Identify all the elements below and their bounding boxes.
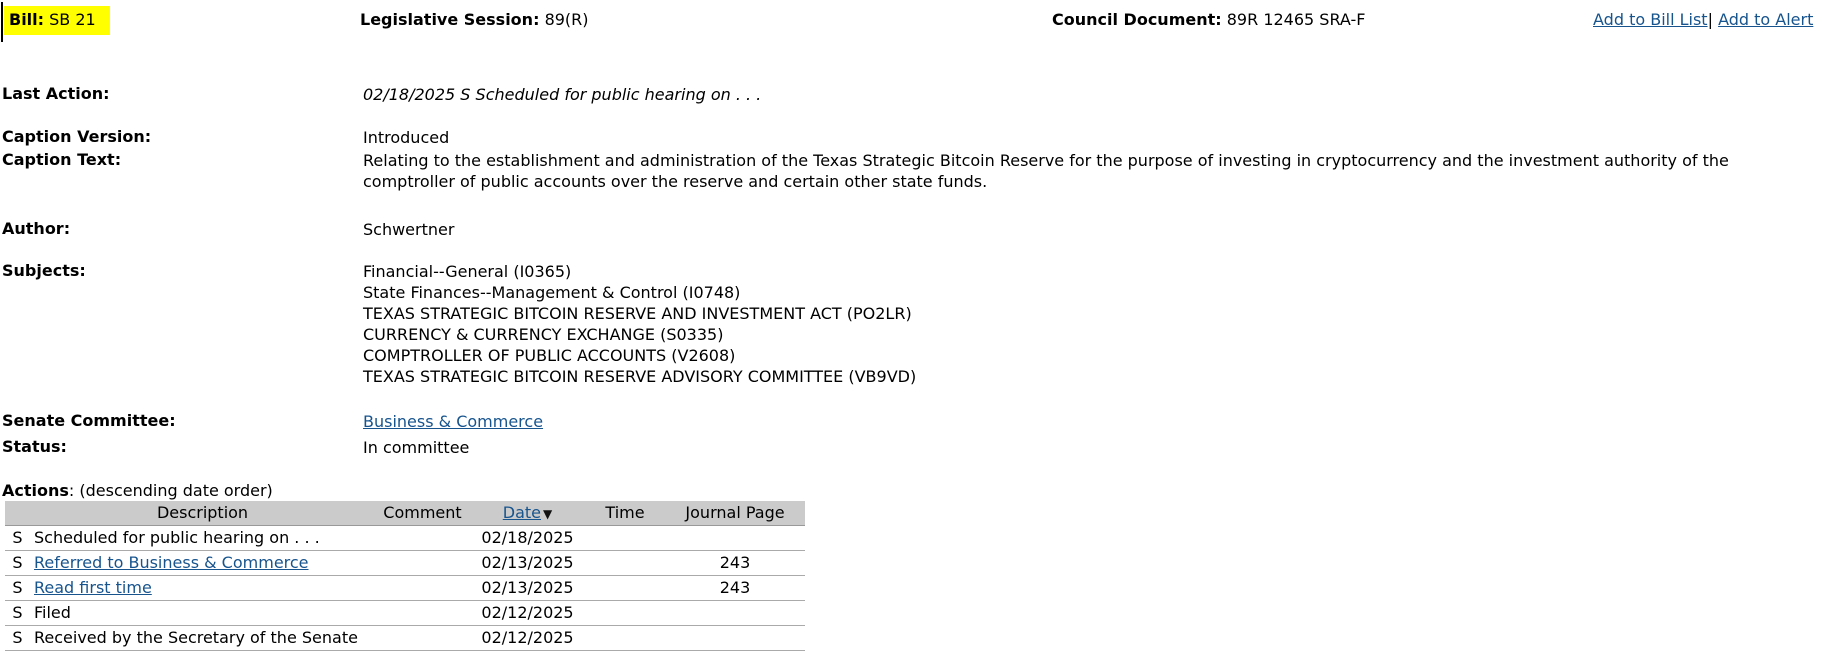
action-description-link[interactable]: Referred to Business & Commerce	[34, 553, 309, 572]
sort-descending-icon[interactable]: ▼	[543, 507, 553, 522]
date-cell: 02/12/2025	[470, 600, 585, 626]
status-label: Status:	[2, 437, 67, 456]
text-caret	[1, 2, 3, 42]
caption-version-label: Caption Version:	[2, 127, 152, 146]
time-cell	[585, 600, 665, 626]
journal-page-cell: 243	[665, 550, 805, 576]
table-row: S Read first time 02/13/2025 243	[5, 575, 805, 601]
journal-page-column-header: Journal Page	[665, 501, 805, 526]
subject-item: CURRENCY & CURRENCY EXCHANGE (S0335)	[363, 325, 724, 344]
journal-page-cell	[665, 525, 805, 551]
action-description-link[interactable]: Read first time	[34, 578, 152, 597]
subject-item: TEXAS STRATEGIC BITCOIN RESERVE ADVISORY…	[363, 367, 917, 386]
council-document-label: Council Document:	[1052, 10, 1222, 29]
description-cell: Referred to Business & Commerce	[30, 550, 375, 576]
bill-label: Bill:	[9, 10, 45, 29]
author-value: Schwertner	[363, 220, 455, 239]
add-to-bill-list-link[interactable]: Add to Bill List	[1593, 10, 1708, 29]
date-column-header: Date ▼	[470, 501, 585, 526]
actions-heading: Actions: (descending date order)	[2, 481, 273, 500]
subjects-list: Financial--General (I0365) State Finance…	[363, 261, 1802, 387]
comment-cell	[375, 525, 470, 551]
subject-item: TEXAS STRATEGIC BITCOIN RESERVE AND INVE…	[363, 304, 912, 323]
caption-text-label: Caption Text:	[2, 150, 122, 169]
caption-version-value: Introduced	[363, 128, 450, 147]
description-cell: Read first time	[30, 575, 375, 601]
date-cell: 02/12/2025	[470, 625, 585, 651]
actions-header-row: Description Comment Date ▼ Time Journal P…	[5, 501, 805, 526]
chamber-cell: S	[5, 550, 30, 576]
chamber-cell: S	[5, 575, 30, 601]
chamber-cell: S	[5, 600, 30, 626]
date-cell: 02/18/2025	[470, 525, 585, 551]
comment-cell	[375, 600, 470, 626]
top-links: Add to Bill List| Add to Alert	[1593, 10, 1813, 29]
comment-cell	[375, 575, 470, 601]
comment-column-header: Comment	[375, 501, 470, 526]
council-document: Council Document: 89R 12465 SRA-F	[1052, 10, 1366, 29]
author-label: Author:	[2, 219, 71, 238]
legislative-session-value: 89(R)	[544, 10, 589, 29]
table-row: S Filed 02/12/2025	[5, 600, 805, 626]
last-action-value: 02/18/2025 S Scheduled for public hearin…	[363, 85, 762, 104]
time-cell	[585, 525, 665, 551]
legislative-session-label: Legislative Session:	[360, 10, 540, 29]
senate-committee-link[interactable]: Business & Commerce	[363, 412, 544, 431]
journal-page-cell	[665, 600, 805, 626]
comment-cell	[375, 550, 470, 576]
last-action-label: Last Action:	[2, 84, 110, 103]
subject-item: COMPTROLLER OF PUBLIC ACCOUNTS (V2608)	[363, 346, 736, 365]
time-column-header: Time	[585, 501, 665, 526]
bill-number: SB 21	[49, 10, 96, 29]
link-separator: |	[1707, 10, 1713, 29]
chamber-column-header	[5, 501, 30, 526]
comment-cell	[375, 625, 470, 651]
add-to-alert-link[interactable]: Add to Alert	[1718, 10, 1814, 29]
senate-committee-label: Senate Committee:	[2, 411, 176, 430]
journal-page-cell: 243	[665, 575, 805, 601]
date-cell: 02/13/2025	[470, 550, 585, 576]
subject-item: State Finances--Management & Control (I0…	[363, 283, 741, 302]
time-cell	[585, 575, 665, 601]
bill-highlight: Bill: SB 21	[4, 6, 110, 35]
subject-item: Financial--General (I0365)	[363, 262, 572, 281]
table-row: S Scheduled for public hearing on . . . …	[5, 525, 805, 551]
time-cell	[585, 625, 665, 651]
date-cell: 02/13/2025	[470, 575, 585, 601]
legislative-session: Legislative Session: 89(R)	[360, 10, 589, 29]
description-cell: Received by the Secretary of the Senate	[30, 625, 375, 651]
council-document-value: 89R 12465 SRA-F	[1226, 10, 1366, 29]
time-cell	[585, 550, 665, 576]
description-column-header: Description	[30, 501, 375, 526]
journal-page-cell	[665, 625, 805, 651]
status-value: In committee	[363, 438, 470, 457]
caption-text-value: Relating to the establishment and admini…	[363, 151, 1729, 191]
actions-table: Description Comment Date ▼ Time Journal P…	[5, 501, 805, 651]
date-sort-link[interactable]: Date	[502, 503, 541, 523]
subjects-label: Subjects:	[2, 261, 86, 280]
table-row: S Referred to Business & Commerce 02/13/…	[5, 550, 805, 576]
description-cell: Scheduled for public hearing on . . .	[30, 525, 375, 551]
actions-heading-word: Actions	[2, 481, 69, 500]
chamber-cell: S	[5, 625, 30, 651]
description-cell: Filed	[30, 600, 375, 626]
actions-heading-rest: : (descending date order)	[68, 481, 273, 500]
chamber-cell: S	[5, 525, 30, 551]
table-row: S Received by the Secretary of the Senat…	[5, 625, 805, 651]
